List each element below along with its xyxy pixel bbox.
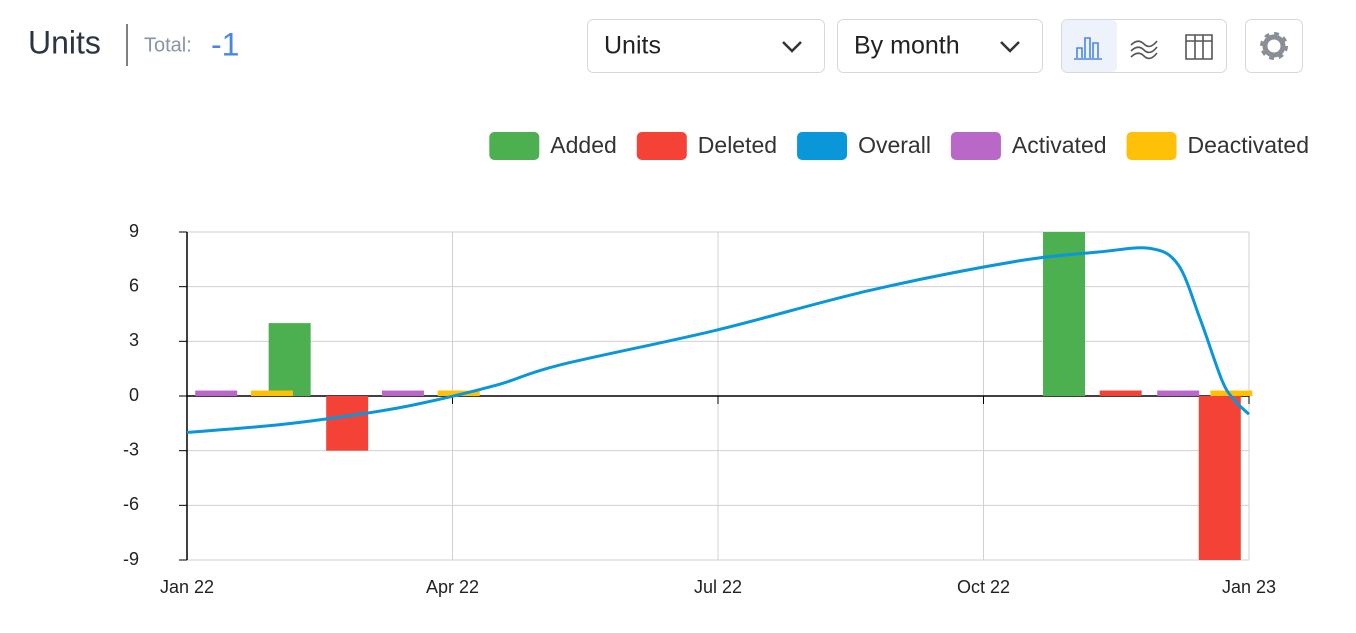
- settings-box[interactable]: [1245, 19, 1303, 73]
- legend-swatch: [797, 132, 848, 160]
- legend-label: Added: [550, 132, 617, 158]
- x-tick-label: Oct 22: [957, 577, 1010, 597]
- y-tick-label: 9: [129, 221, 139, 241]
- metric-select[interactable]: Units: [587, 19, 825, 73]
- bar: [195, 390, 238, 396]
- gear-ring: [1262, 34, 1286, 58]
- x-tick-label: Apr 22: [426, 577, 479, 597]
- select-text: By month: [854, 32, 960, 60]
- legend-swatch: [950, 132, 1001, 160]
- chevron: [782, 41, 802, 53]
- y-tick-label: 6: [129, 275, 139, 295]
- legend-label: Overall: [858, 132, 931, 158]
- table-view-button[interactable]: [1185, 34, 1213, 60]
- legend-label: Deactivated: [1188, 132, 1309, 158]
- bar: [1198, 396, 1241, 560]
- settings-button[interactable]: [1245, 19, 1303, 73]
- y-tick-label: 3: [129, 330, 139, 350]
- select-box[interactable]: [587, 19, 825, 73]
- select-text: Units: [604, 32, 661, 60]
- bar: [1157, 390, 1200, 396]
- legend-swatch: [489, 132, 540, 160]
- line: [186, 246, 1251, 434]
- bar: [1043, 232, 1086, 396]
- title: Units: [28, 24, 101, 60]
- y-tick-label: -6: [123, 494, 139, 514]
- period-select[interactable]: By month: [837, 19, 1043, 73]
- chevron: [1000, 41, 1020, 53]
- legend-swatch: [636, 132, 687, 160]
- bar: [268, 323, 311, 396]
- bar-view-icon: [1074, 37, 1102, 60]
- bar: [381, 390, 424, 396]
- bar: [250, 390, 293, 396]
- bar: [1099, 390, 1142, 396]
- y-tick-label: -3: [123, 439, 139, 459]
- view-switch: [1061, 19, 1227, 73]
- legend-label: Deleted: [698, 132, 777, 158]
- x-tick-label: Jan 22: [160, 577, 214, 597]
- x-tick-label: Jul 22: [694, 577, 742, 597]
- y-tick-label: 0: [129, 385, 139, 405]
- select-box[interactable]: [837, 19, 1043, 73]
- line-view-button[interactable]: [1130, 40, 1158, 60]
- bar: [326, 396, 369, 451]
- bar: [437, 390, 480, 396]
- total-label: Total:: [144, 34, 192, 56]
- bar: [1210, 390, 1253, 396]
- legend: Added Deleted Overall Activated Deactivated: [489, 132, 1309, 160]
- plot: 9 6 3 0 -3 -6 -9 Jan 22 Apr 22 Jul 22 Oct 22 Jan 23: [123, 221, 1276, 597]
- y-tick-label: -9: [123, 549, 139, 569]
- legend-swatch: [1126, 132, 1177, 160]
- x-tick-label: Jan 23: [1222, 577, 1276, 597]
- legend-label: Activated: [1012, 132, 1107, 158]
- total-value: -1: [211, 26, 239, 62]
